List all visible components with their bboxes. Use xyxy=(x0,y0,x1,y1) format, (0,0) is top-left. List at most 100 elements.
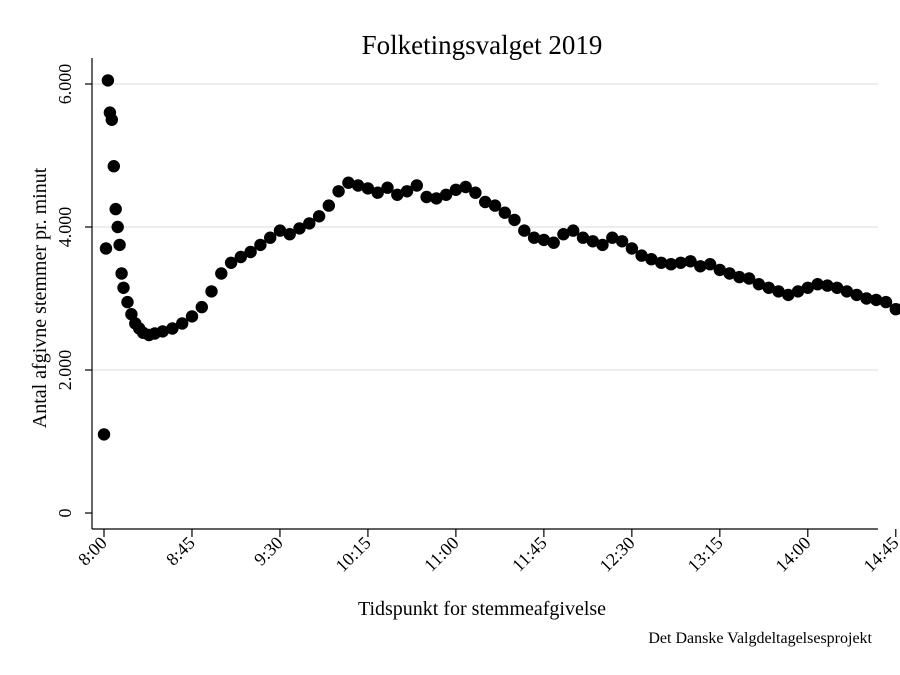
data-point xyxy=(283,228,296,241)
data-point xyxy=(889,303,900,316)
data-point xyxy=(625,242,639,255)
data-point xyxy=(645,253,658,266)
data-point xyxy=(459,180,472,194)
data-point xyxy=(332,185,345,198)
x-tick-label: 11:00 xyxy=(420,533,463,576)
x-tick-label: 8:00 xyxy=(74,533,111,570)
y-ticks: 0 2.000 4.000 6.000 xyxy=(55,64,92,518)
data-point xyxy=(342,176,355,189)
data-point xyxy=(674,256,687,269)
x-tick-label: 13:15 xyxy=(684,533,727,576)
x-tick-label: 10:15 xyxy=(332,533,375,576)
data-point xyxy=(430,192,443,205)
data-point xyxy=(879,295,893,309)
data-point xyxy=(176,317,189,330)
data-point xyxy=(703,258,717,271)
y-axis-label: Antal afgivne stemmer pr. minut xyxy=(29,167,51,428)
data-point xyxy=(312,210,326,223)
data-point xyxy=(166,322,179,335)
x-tick-label: 12:30 xyxy=(596,533,639,576)
data-point xyxy=(111,220,124,234)
data-point xyxy=(635,249,648,262)
data-point xyxy=(537,233,551,247)
data-point xyxy=(684,255,697,268)
data-point xyxy=(351,179,365,192)
data-point xyxy=(371,186,384,199)
data-point xyxy=(664,258,678,271)
axes xyxy=(91,58,878,530)
data-point xyxy=(498,206,511,219)
data-point xyxy=(772,285,785,298)
data-point xyxy=(586,235,599,248)
data-point xyxy=(518,224,531,237)
data-point xyxy=(557,228,570,241)
data-point xyxy=(224,256,238,269)
x-tick-label: 9:30 xyxy=(250,533,287,570)
data-point xyxy=(469,186,482,199)
data-point xyxy=(400,185,414,198)
data-point xyxy=(361,182,375,195)
data-point xyxy=(547,236,560,249)
data-point xyxy=(791,285,805,298)
data-point xyxy=(782,288,795,302)
data-point xyxy=(811,278,824,291)
data-point xyxy=(694,260,707,273)
data-point xyxy=(733,270,746,284)
data-point xyxy=(449,183,463,196)
data-point xyxy=(125,308,138,321)
data-point xyxy=(508,213,521,227)
data-point xyxy=(420,190,433,204)
data-point xyxy=(567,224,580,237)
data-point xyxy=(117,281,130,294)
data-point xyxy=(97,428,111,441)
data-point xyxy=(293,222,306,235)
y-tick-label: 0 xyxy=(55,509,75,518)
data-point xyxy=(762,281,775,294)
data-point xyxy=(273,224,287,237)
data-point xyxy=(576,231,590,244)
x-tick-label: 11:45 xyxy=(508,533,551,576)
data-point xyxy=(410,179,423,192)
data-point xyxy=(303,217,316,230)
data-point xyxy=(115,267,128,280)
data-points xyxy=(97,74,900,441)
data-point xyxy=(655,256,668,269)
data-point xyxy=(264,231,277,244)
data-point xyxy=(205,285,218,298)
x-tick-label: 14:45 xyxy=(859,533,900,576)
x-tick-label: 14:00 xyxy=(771,533,814,576)
data-point xyxy=(840,285,854,298)
data-point xyxy=(713,263,726,277)
data-point xyxy=(244,245,257,259)
data-point xyxy=(752,278,766,291)
data-point xyxy=(596,238,609,252)
data-point xyxy=(742,272,756,285)
data-point xyxy=(870,293,883,307)
data-point xyxy=(234,250,247,264)
data-point xyxy=(215,267,228,280)
y-tick-label: 4.000 xyxy=(55,207,75,248)
source-note: Det Danske Valgdeltagelsesprojekt xyxy=(648,630,872,647)
data-point xyxy=(615,235,629,248)
data-point xyxy=(156,325,169,338)
data-point xyxy=(488,199,502,212)
data-point xyxy=(254,238,267,252)
grid-lines xyxy=(92,83,878,371)
data-point xyxy=(391,188,404,201)
data-point xyxy=(109,202,122,216)
data-point xyxy=(101,74,115,87)
data-point xyxy=(830,281,844,294)
data-point xyxy=(121,295,134,309)
data-point xyxy=(606,231,619,244)
data-point xyxy=(107,160,121,173)
data-point xyxy=(195,300,208,314)
data-point xyxy=(113,238,126,252)
data-point xyxy=(105,113,119,127)
data-point xyxy=(381,181,394,194)
data-point xyxy=(821,279,834,292)
x-axis-label: Tidspunkt for stemmeafgivelse xyxy=(358,598,606,620)
data-point xyxy=(479,195,492,209)
data-point xyxy=(801,281,814,294)
y-tick-label: 2.000 xyxy=(55,350,75,391)
